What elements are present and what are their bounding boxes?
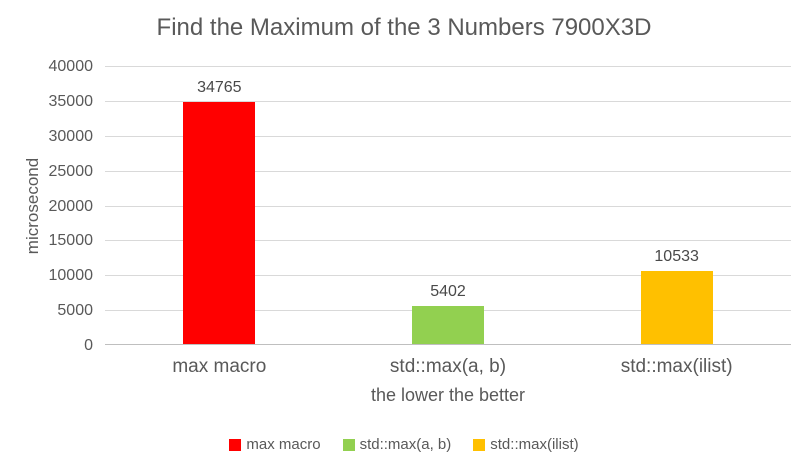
gridline [105,66,791,67]
chart-title: Find the Maximum of the 3 Numbers 7900X3… [156,14,652,41]
gridline [105,100,791,102]
bar [412,306,484,344]
gridline [105,135,791,137]
gridline [105,240,791,242]
x-axis-line [105,344,791,345]
bar [183,102,256,344]
y-axis-tick-label: 20000 [48,197,94,215]
y-axis-tick-label: 30000 [48,127,94,145]
legend-label: std::max(ilist) [490,436,579,453]
gridline [105,205,791,207]
bar-value-label: 34765 [197,79,242,96]
y-axis-tick-label: 25000 [48,162,94,180]
bar [640,271,713,344]
legend: max macro std::max(a, b) std::max(ilist) [0,436,808,453]
y-axis-tick-label: 0 [84,337,93,354]
legend-item: std::max(ilist) [473,436,579,453]
y-axis-tick-label: 35000 [48,92,94,110]
legend-label: std::max(a, b) [359,436,452,453]
bar-value-label: 5402 [430,283,466,300]
y-axis-tick-label: 15000 [48,232,94,250]
y-axis-tick-label: 10000 [48,267,94,285]
y-axis-tick-label: 5000 [57,302,93,320]
legend-item: max macro [229,436,321,453]
legend-item: std::max(a, b) [342,436,452,453]
category-label: std::max(a, b) [389,356,507,377]
gridline [105,170,791,172]
y-axis-tick-label: 40000 [48,58,94,75]
gridline [105,275,791,277]
category-label: std::max(ilist) [620,356,733,377]
legend-color-swatch [229,438,242,451]
x-axis-title: the lower the better [370,385,526,405]
legend-color-swatch [473,438,486,451]
bar-value-label: 10533 [654,248,699,265]
category-label: max macro [172,356,267,377]
plot-area: 34765 5402 10533 [105,66,791,345]
legend-color-swatch [342,438,355,451]
legend-label: max macro [246,436,321,453]
